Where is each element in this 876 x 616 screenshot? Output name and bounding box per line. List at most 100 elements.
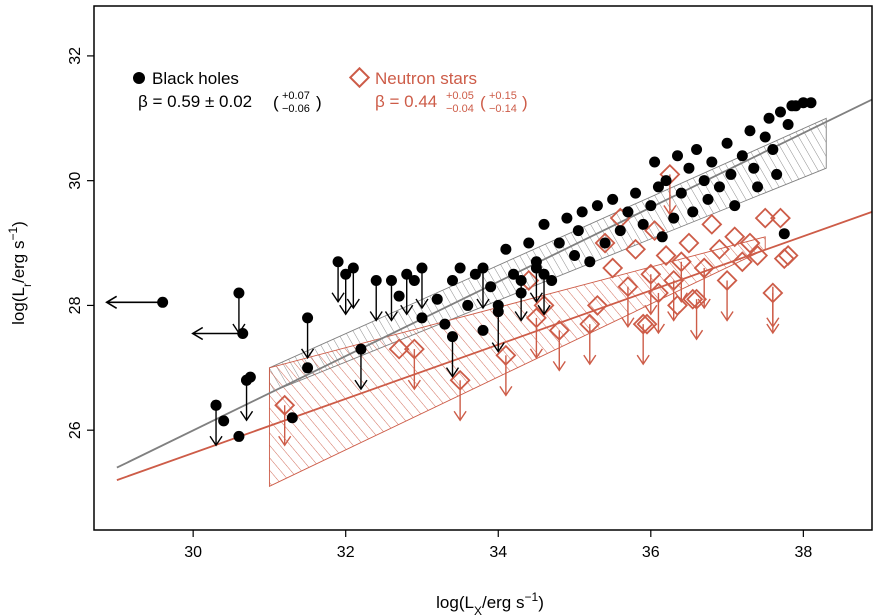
bh-point [332, 256, 344, 268]
y-tick-label: 28 [67, 296, 84, 314]
bh-point [454, 262, 466, 274]
legend-black-hole-marker [133, 72, 145, 84]
arrow-head [300, 348, 315, 360]
arrow-head [529, 348, 543, 360]
bh-upper-limit [415, 268, 429, 310]
bh-point [771, 168, 783, 180]
arrow-head [636, 354, 650, 366]
bh-point [725, 168, 737, 180]
bh-point [401, 268, 413, 280]
bh-point [233, 287, 245, 299]
x-tick-label: 36 [642, 544, 660, 561]
ns-point [602, 257, 624, 279]
ns-upper-limit [453, 380, 467, 422]
bh-point [237, 328, 249, 339]
ns-upper-limit [552, 330, 566, 372]
bh-point [546, 274, 558, 286]
bh-point [416, 262, 428, 274]
arrow-head [453, 410, 467, 422]
ns-point [773, 248, 795, 270]
ns-point [632, 313, 654, 335]
bh-point [729, 200, 741, 212]
ns-point [617, 276, 639, 298]
x-tick-label: 34 [489, 544, 507, 561]
arrow-head [499, 385, 513, 397]
ns-point [670, 251, 692, 273]
legend-black-holes-err-sup: +0.07 [282, 90, 310, 102]
bh-upper-limit [209, 405, 223, 447]
ns-upper-limit [499, 355, 513, 397]
bh-point [569, 250, 581, 262]
arrow-head [354, 379, 368, 391]
arrow-head [415, 298, 429, 310]
bh-point [492, 306, 504, 318]
arrow-head [537, 304, 551, 316]
ns-point [625, 238, 647, 260]
ns-point [777, 245, 799, 266]
bh-point [675, 187, 687, 199]
bh-upper-limit [537, 274, 551, 316]
ns-upper-limit [689, 299, 704, 341]
ns-point [682, 288, 704, 310]
bh-point [736, 150, 748, 162]
bh-point [446, 274, 458, 286]
arrow-head [400, 304, 414, 316]
bh-upper-limit [400, 274, 414, 316]
bh-point [706, 156, 718, 168]
bh-point [691, 143, 703, 155]
ns-point [403, 338, 425, 360]
bh-point [774, 106, 786, 118]
y-tick-label: 32 [67, 47, 84, 65]
bh-point [302, 312, 314, 324]
bh-point [538, 268, 550, 280]
bh-point [698, 175, 710, 187]
ns-upper-limit [766, 286, 780, 328]
legend-neutron-stars-paren-open: ( [480, 93, 486, 112]
bh-upper-limit [491, 311, 505, 353]
bh-upper-limit [354, 349, 368, 391]
arrow-head [278, 435, 292, 447]
bh-point [576, 206, 588, 218]
arrow-head [766, 323, 780, 335]
bh-point [408, 274, 420, 286]
ns-upper-limit [529, 317, 543, 360]
black-hole-series [105, 97, 817, 447]
ns-upper-limit [621, 286, 635, 328]
bh-upper-limit [346, 268, 360, 310]
legend-neutron-stars-sup: +0.05 [446, 90, 474, 102]
bh-point [515, 274, 527, 286]
bh-upper-limit [384, 280, 399, 322]
arrow-head [621, 317, 635, 328]
bh-point [515, 287, 527, 299]
bh-point [500, 243, 512, 255]
arrow-head [476, 298, 490, 310]
plot-frame [93, 5, 873, 531]
bh-point [572, 225, 584, 237]
bh-point [530, 256, 542, 268]
bh-point [805, 97, 817, 109]
arrow-head [766, 317, 780, 328]
ns-point [274, 394, 296, 416]
ns-point [678, 232, 700, 254]
bh-x-upper-limit [105, 295, 163, 309]
bh-point [599, 237, 611, 249]
legend-black-holes-err-sub: −0.06 [282, 103, 310, 115]
ns-point [762, 282, 784, 304]
bh-point [233, 430, 245, 442]
bh-point [672, 150, 683, 162]
arrow-head [331, 292, 345, 304]
bh-point [538, 218, 550, 230]
bh-point [477, 324, 489, 336]
bh-point [340, 268, 352, 280]
bh-point [523, 237, 535, 249]
bh-point [355, 343, 367, 355]
bh-point [347, 262, 359, 274]
bh-point [462, 299, 474, 311]
bh-point [721, 137, 733, 149]
bh-point [748, 162, 760, 174]
arrow-head [689, 329, 704, 341]
bh-point [713, 181, 725, 193]
arrow-head [339, 304, 353, 316]
bh-point [385, 274, 397, 286]
